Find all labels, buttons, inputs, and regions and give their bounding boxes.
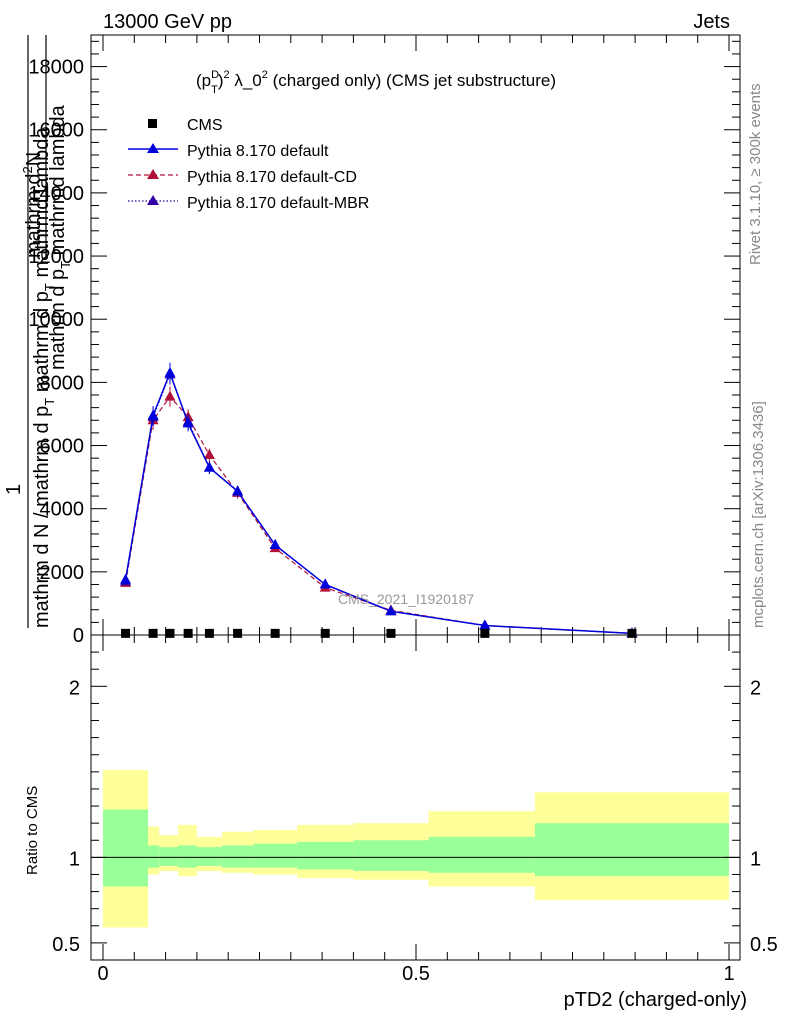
x-tick-label: 0.5 <box>402 963 430 985</box>
title-part-c: λ_0 <box>230 71 262 90</box>
ratio-y-axis-label: Ratio to CMS <box>24 786 41 875</box>
x-axis-label: pTD2 (charged-only) <box>564 989 747 1011</box>
main-y-tick-label: 12000 <box>28 246 84 268</box>
title-sup-3: 2 <box>262 69 268 81</box>
cms-data-point <box>270 628 280 638</box>
series-marker <box>164 390 176 401</box>
title-sup-2: 2 <box>223 69 229 81</box>
series-marker <box>385 605 397 616</box>
ylabel-denominator: mathrm d pT mathrmd lambda <box>47 104 73 370</box>
main-y-tick-label: 6000 <box>40 436 85 458</box>
legend-marker-cms <box>148 119 157 128</box>
inner-band-bin <box>178 845 197 868</box>
series-marker <box>120 573 132 584</box>
x-tick-label: 1 <box>723 963 734 985</box>
cms-data-point <box>386 628 396 638</box>
legend-marker-default <box>147 143 159 153</box>
header-process: Jets <box>693 11 730 33</box>
title-part-a: (p <box>196 71 211 90</box>
main-y-tick-label: 2000 <box>40 562 85 584</box>
inner-band-bin <box>253 843 298 868</box>
ratio-y-tick-label: 0.5 <box>52 934 80 956</box>
header-energy: 13000 GeV pp <box>103 11 232 33</box>
main-y-tick-label: 14000 <box>28 183 84 205</box>
inner-band-bin <box>534 823 729 877</box>
legend-marker-mbr <box>147 195 159 205</box>
x-tick-label: 0 <box>97 963 108 985</box>
main-y-tick-label: 10000 <box>28 309 84 331</box>
ylabel-one: 1 <box>3 484 25 495</box>
cms-data-point <box>148 628 158 638</box>
series-marker <box>269 539 281 549</box>
legend-label-mbr: Pythia 8.170 default-MBR <box>187 195 369 212</box>
cms-data-point <box>627 628 637 638</box>
inner-band-bin <box>428 836 535 873</box>
series-marker <box>232 485 244 496</box>
main-y-tick-label: 0 <box>73 625 84 647</box>
inner-band-bin <box>148 845 160 868</box>
main-y-tick-label: 18000 <box>28 57 84 79</box>
series-marker <box>319 578 331 589</box>
series-marker <box>182 417 194 428</box>
analysis-watermark: CMS_2021_I1920187 <box>338 591 474 607</box>
series-layer <box>120 362 638 638</box>
legend: CMS Pythia 8.170 default Pythia 8.170 de… <box>128 117 369 212</box>
main-y-axis-label: mathrm d2N mathrm d pT mathrmd lambda 1 … <box>3 35 73 628</box>
cms-data-point <box>204 628 214 638</box>
title-sup-1: D <box>211 69 219 81</box>
plot-title: (pD T)2 λ_02 (charged only) (CMS jet subs… <box>196 69 556 96</box>
series-marker <box>203 449 215 459</box>
cms-data-point <box>480 628 490 638</box>
inner-band-bin <box>353 840 429 872</box>
ratio-y-tick-label-right: 2 <box>750 677 761 699</box>
rivet-version-label: Rivet 3.1.10, ≥ 300k events <box>747 83 764 265</box>
main-y-tick-label: 8000 <box>40 372 85 394</box>
ylabel-bottom: mathrm d N / mathrm d pT mathrm d pT mat… <box>31 127 57 628</box>
inner-band-bin <box>221 845 254 868</box>
ratio-y-tick-label: 2 <box>69 677 80 699</box>
legend-label-cms: CMS <box>187 117 223 134</box>
inner-band-bin <box>103 809 149 887</box>
ratio-y-tick-label-right: 1 <box>750 848 761 870</box>
main-axis-ticks: 0 2000 4000 6000 8000 10000 12000 14000 16000 180… <box>28 35 740 647</box>
main-y-tick-label: 4000 <box>40 499 85 521</box>
main-y-tick-label: 16000 <box>28 120 84 142</box>
cms-data-point <box>183 628 193 638</box>
cms-data-point <box>121 628 131 638</box>
inner-band-bin <box>196 847 222 866</box>
inner-band-bin <box>297 841 354 870</box>
series-marker <box>479 619 491 630</box>
mcplots-label: mcplots.cern.ch [arXiv:1306.3436] <box>750 401 767 628</box>
ratio-y-tick-label-right: 0.5 <box>750 934 778 956</box>
series-marker <box>164 366 176 377</box>
series-marker <box>147 409 159 420</box>
legend-label-default: Pythia 8.170 default <box>187 143 329 160</box>
legend-marker-cd <box>147 169 159 179</box>
cms-data-point <box>233 628 243 638</box>
title-part-d: (charged only) (CMS jet substructure) <box>268 71 556 90</box>
cms-data-point <box>320 628 330 638</box>
ratio-y-tick-label: 1 <box>69 848 80 870</box>
title-sub-1: T <box>211 84 218 96</box>
inner-band-bin <box>159 847 179 866</box>
ratio-axis-ticks: 0.5 0.5 1 1 2 2 0 0.5 1 <box>52 635 778 985</box>
legend-label-cd: Pythia 8.170 default-CD <box>187 169 357 186</box>
ratio-bands <box>91 770 740 928</box>
series-marker <box>203 461 215 472</box>
title-part-b: ) <box>218 71 224 90</box>
cms-data-point <box>165 628 175 638</box>
